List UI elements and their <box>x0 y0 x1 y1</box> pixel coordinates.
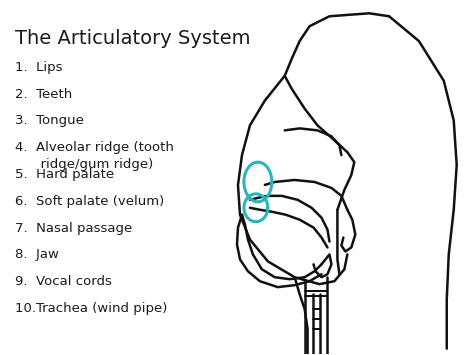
Text: 4.  Alveolar ridge (tooth
      ridge/gum ridge): 4. Alveolar ridge (tooth ridge/gum ridge… <box>15 141 174 171</box>
Text: 1.  Lips: 1. Lips <box>15 61 63 74</box>
Text: 5.  Hard palate: 5. Hard palate <box>15 168 114 181</box>
Text: 10.Trachea (wind pipe): 10.Trachea (wind pipe) <box>15 302 168 315</box>
Text: 6.  Soft palate (velum): 6. Soft palate (velum) <box>15 195 164 208</box>
Text: 8.  Jaw: 8. Jaw <box>15 248 59 261</box>
Text: The Articulatory System: The Articulatory System <box>15 29 251 48</box>
Text: 7.  Nasal passage: 7. Nasal passage <box>15 222 133 235</box>
Text: 9.  Vocal cords: 9. Vocal cords <box>15 275 112 288</box>
Text: 3.  Tongue: 3. Tongue <box>15 115 84 127</box>
Text: 2.  Teeth: 2. Teeth <box>15 88 73 101</box>
